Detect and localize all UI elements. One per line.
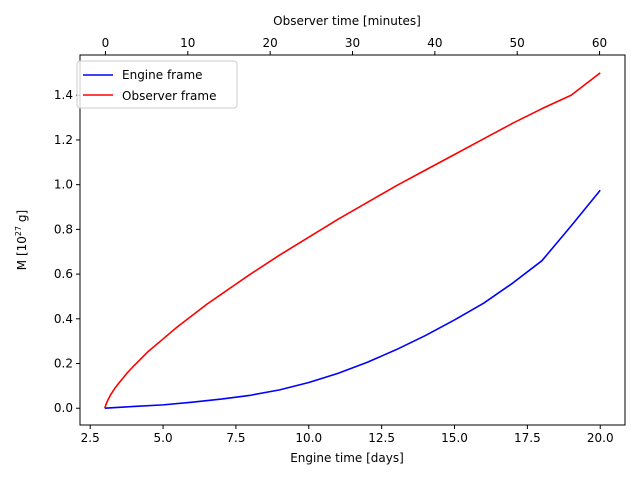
- y-tick-label: 0.4: [54, 312, 73, 326]
- y-axis-label-main: M [10: [15, 236, 29, 270]
- legend-label-engine-frame: Engine frame: [122, 68, 203, 82]
- top-x-axis-label: Observer time [minutes]: [273, 14, 421, 28]
- top-tick-label: 0: [102, 36, 110, 50]
- y-tick-label: 0.6: [54, 267, 73, 281]
- y-tick-label: 1.0: [54, 178, 73, 192]
- top-tick-label: 60: [592, 36, 607, 50]
- plot-marks: [104, 72, 601, 410]
- y-tick-label: 1.2: [54, 133, 73, 147]
- x-tick-label: 20.0: [587, 431, 614, 445]
- top-tick-label: 10: [180, 36, 195, 50]
- x-tick-label: 2.5: [81, 431, 100, 445]
- legend-label-observer-frame: Observer frame: [122, 89, 216, 103]
- legend: Engine frame Observer frame: [76, 60, 238, 109]
- x-tick-label: 15.0: [441, 431, 468, 445]
- top-tick-label: 30: [345, 36, 360, 50]
- x-axis-label: Engine time [days]: [290, 451, 404, 465]
- y-tick-label: 0.8: [54, 222, 73, 236]
- series-line-observer-frame: [104, 72, 601, 409]
- y-axis-label: M [1027 g]: [14, 210, 29, 270]
- y-axis: 0.0 0.2 0.4 0.6 0.8 1.0 1.2 1.4: [54, 88, 80, 415]
- x-tick-label: 7.5: [226, 431, 245, 445]
- top-x-axis: 0 10 20 30 40 50 60: [102, 36, 607, 55]
- y-tick-label: 1.4: [54, 88, 73, 102]
- y-axis-label-tail: g]: [15, 210, 29, 226]
- x-tick-label: 17.5: [514, 431, 541, 445]
- x-axis: 2.5 5.0 7.5 10.0 12.5 15.0 17.5 20.0: [81, 425, 614, 445]
- series-line-engine-frame: [104, 189, 601, 410]
- legend-box: [76, 60, 238, 109]
- x-tick-label: 5.0: [154, 431, 173, 445]
- x-tick-label: 12.5: [368, 431, 395, 445]
- y-tick-label: 0.0: [54, 401, 73, 415]
- x-tick-label: 10.0: [295, 431, 322, 445]
- plot-frame: [79, 54, 626, 426]
- y-axis-label-exponent: 27: [14, 226, 23, 236]
- y-tick-label: 0.2: [54, 357, 73, 371]
- top-tick-label: 20: [263, 36, 278, 50]
- top-tick-label: 50: [510, 36, 525, 50]
- top-tick-label: 40: [427, 36, 442, 50]
